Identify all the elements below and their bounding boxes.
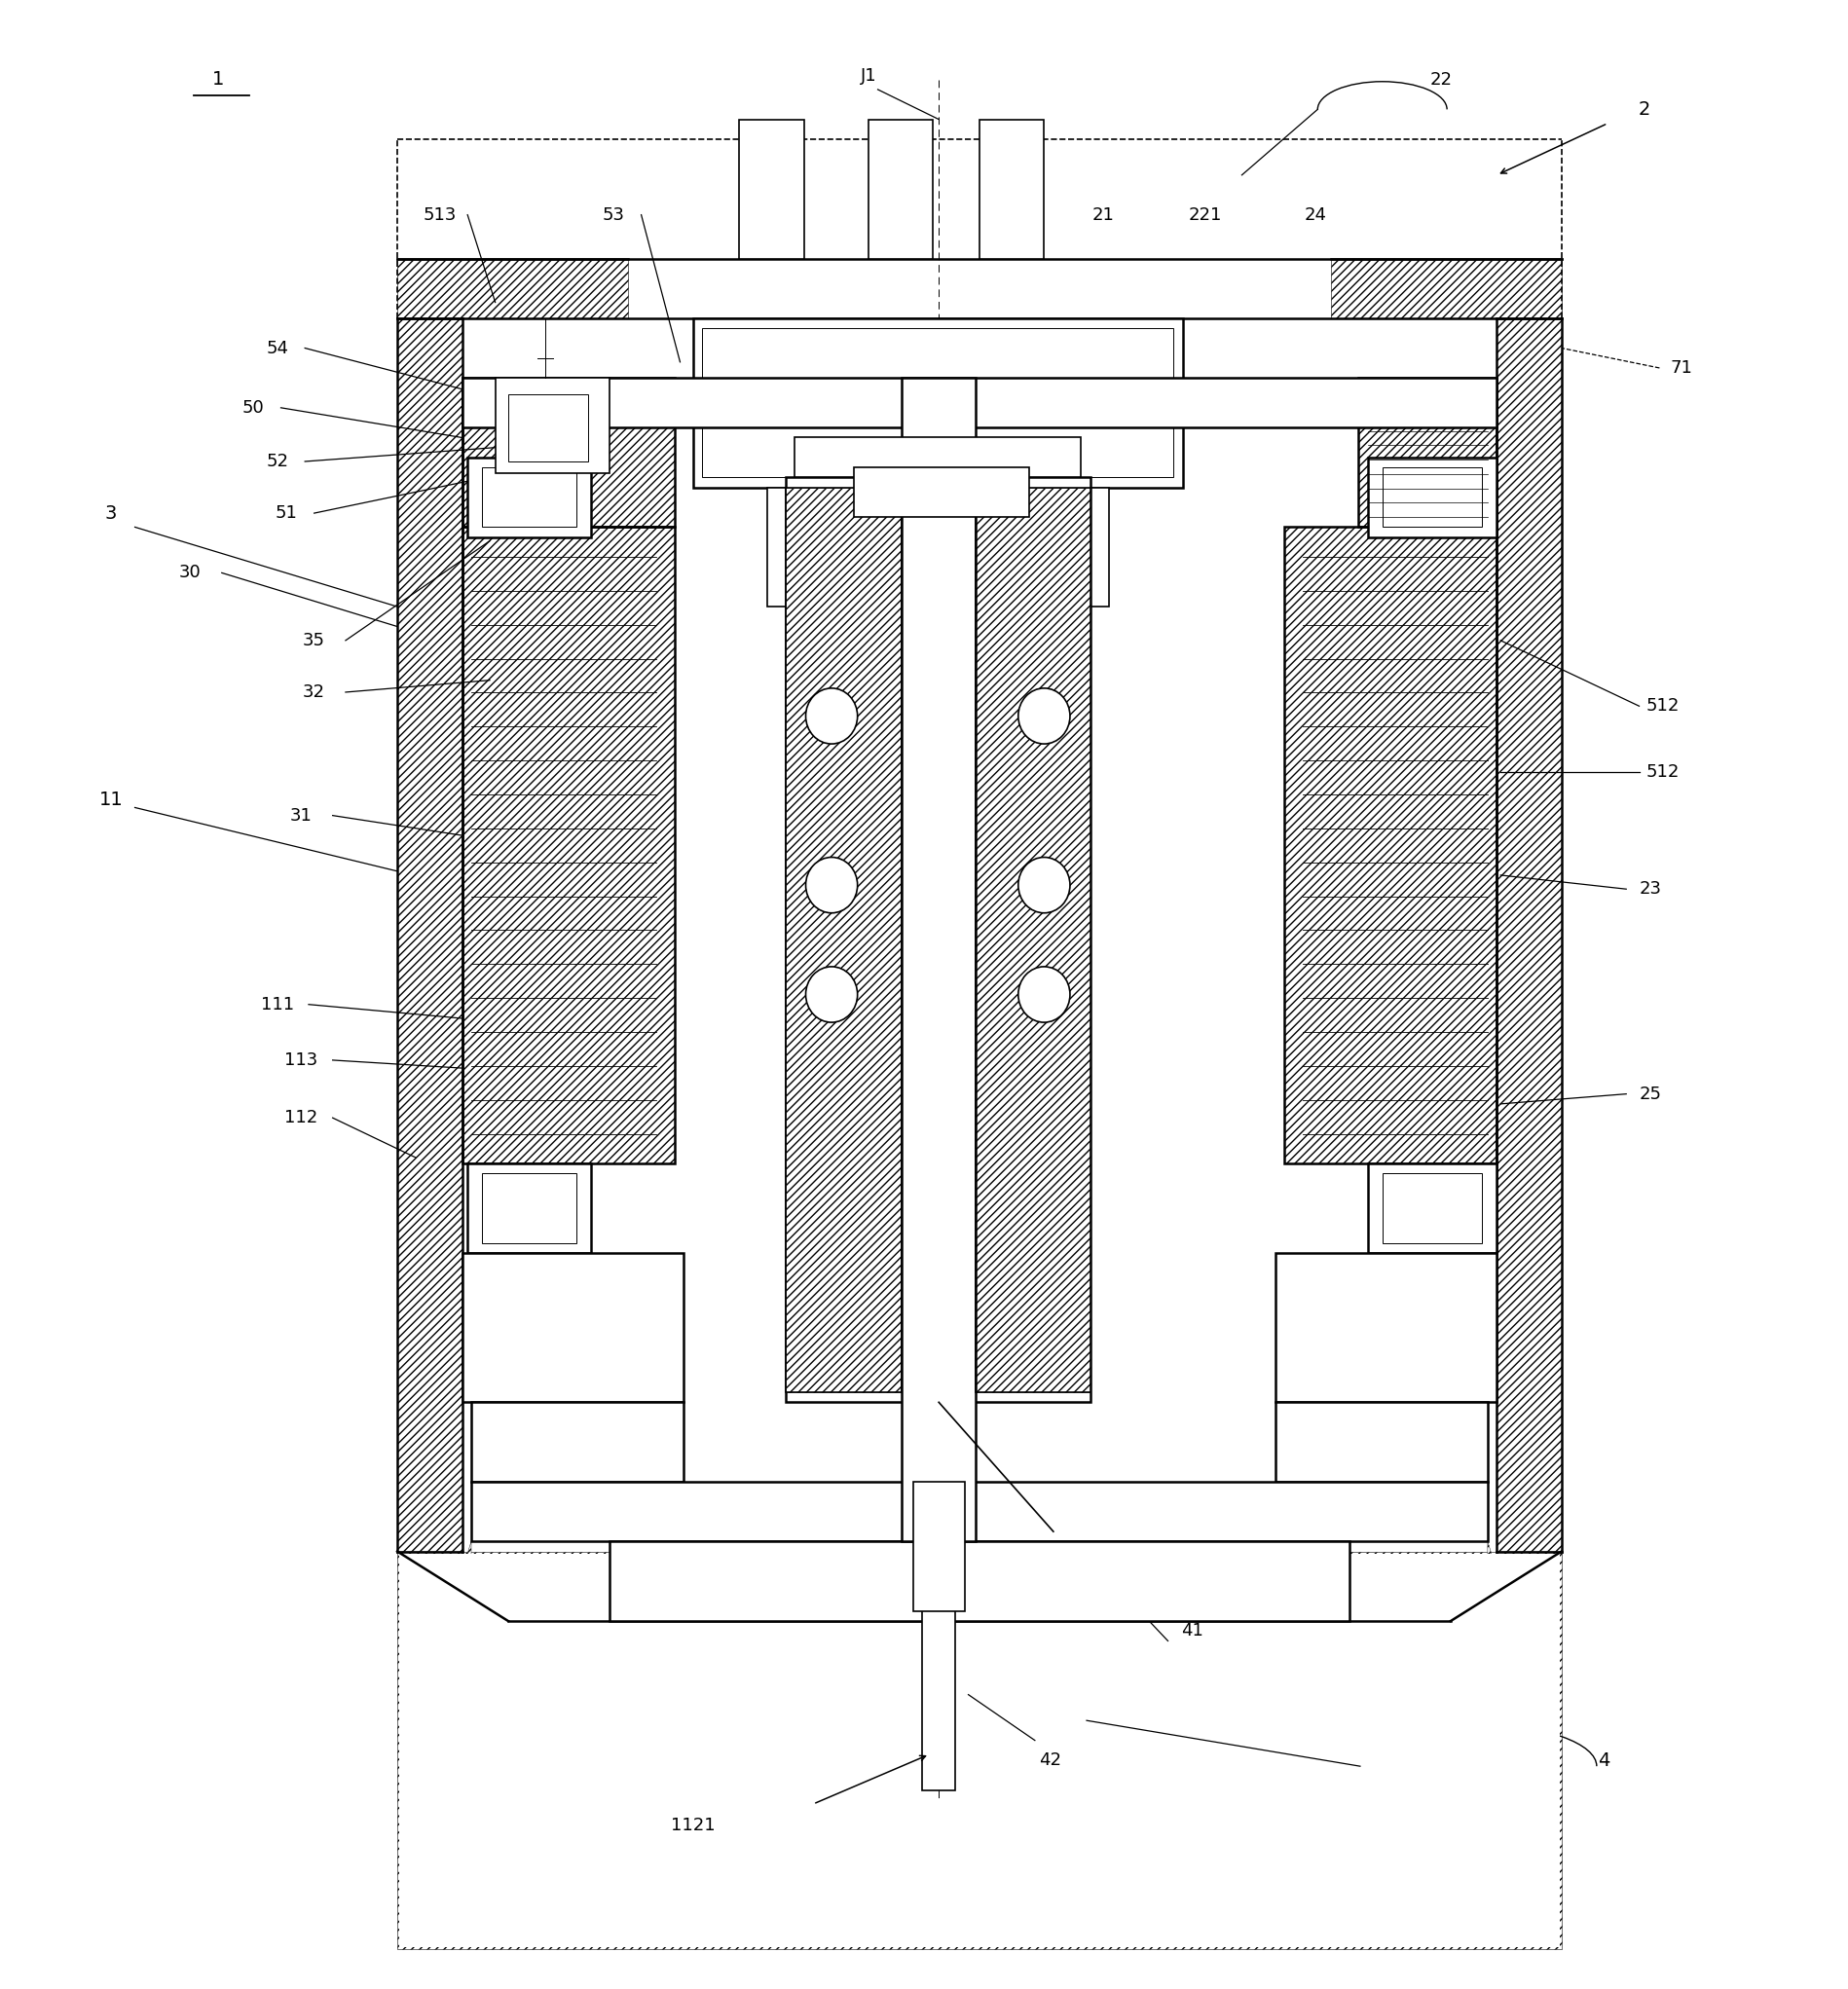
Bar — [976, 487, 1090, 1392]
Bar — [1284, 527, 1497, 1164]
Bar — [462, 527, 675, 1164]
Bar — [1284, 527, 1497, 1164]
Bar — [399, 1553, 1560, 1947]
Bar — [1368, 457, 1497, 537]
Text: 11: 11 — [98, 790, 124, 810]
Bar — [468, 457, 591, 537]
Bar — [869, 119, 933, 259]
Bar — [785, 487, 902, 1392]
Circle shape — [1018, 967, 1070, 1022]
Bar — [397, 318, 462, 1551]
Text: 24: 24 — [1305, 207, 1327, 223]
Bar — [913, 1482, 965, 1611]
Bar — [976, 487, 1090, 1392]
Bar — [979, 119, 1044, 259]
Bar — [767, 487, 1109, 607]
Bar — [462, 527, 675, 1164]
Text: 112: 112 — [285, 1110, 318, 1126]
Text: 51: 51 — [275, 505, 298, 521]
Text: 512: 512 — [1647, 698, 1680, 714]
Bar — [693, 318, 1183, 487]
Bar — [739, 119, 804, 259]
Text: 1: 1 — [213, 70, 224, 90]
Text: 35: 35 — [303, 633, 325, 648]
Text: 42: 42 — [1039, 1752, 1061, 1768]
Bar — [1358, 378, 1497, 527]
Bar — [495, 378, 610, 473]
Circle shape — [806, 688, 857, 744]
Bar — [1331, 259, 1562, 318]
Bar — [462, 1253, 684, 1402]
Text: 513: 513 — [423, 207, 456, 223]
Bar — [1275, 1253, 1497, 1402]
Bar — [1497, 318, 1562, 1551]
Text: 113: 113 — [285, 1052, 318, 1068]
Bar — [397, 259, 628, 318]
Bar — [482, 467, 577, 527]
Text: 21: 21 — [1092, 207, 1114, 223]
Bar — [922, 1512, 955, 1790]
Text: 512: 512 — [1647, 764, 1680, 780]
Text: 53: 53 — [602, 207, 625, 223]
Bar — [471, 1402, 684, 1482]
Bar — [795, 438, 1081, 477]
Text: 71: 71 — [1671, 360, 1693, 376]
Bar — [1358, 378, 1497, 527]
Bar — [468, 1164, 591, 1253]
Bar — [471, 1482, 1488, 1541]
Text: 25: 25 — [1639, 1086, 1661, 1102]
Text: 22: 22 — [1430, 72, 1453, 88]
Text: 3: 3 — [105, 503, 116, 523]
Text: 50: 50 — [242, 400, 264, 416]
Bar — [785, 487, 902, 1392]
Text: 41: 41 — [1181, 1623, 1203, 1639]
Bar — [610, 1541, 1349, 1621]
Bar — [462, 378, 1497, 428]
Text: 32: 32 — [303, 684, 325, 700]
Text: 31: 31 — [290, 808, 312, 823]
Bar — [785, 477, 1090, 1402]
Bar — [1382, 467, 1482, 527]
Text: 52: 52 — [266, 453, 288, 469]
Bar — [462, 378, 675, 527]
Bar — [902, 378, 976, 1541]
Text: 1121: 1121 — [671, 1818, 715, 1834]
Bar — [702, 328, 1173, 477]
Bar — [1275, 1402, 1488, 1482]
Polygon shape — [1451, 1541, 1562, 1621]
Circle shape — [1018, 688, 1070, 744]
Bar — [1368, 1164, 1497, 1253]
Circle shape — [806, 967, 857, 1022]
Text: 54: 54 — [266, 340, 288, 356]
Text: 23: 23 — [1639, 881, 1661, 897]
Text: 30: 30 — [179, 565, 201, 581]
Bar — [1382, 1174, 1482, 1243]
Polygon shape — [397, 1541, 508, 1621]
Text: 4: 4 — [1599, 1750, 1610, 1770]
Bar — [508, 394, 588, 461]
Bar — [482, 1174, 577, 1243]
Circle shape — [806, 857, 857, 913]
Bar — [462, 378, 675, 527]
Text: 111: 111 — [261, 996, 294, 1012]
Bar — [854, 467, 1029, 517]
Text: 221: 221 — [1188, 207, 1222, 223]
Bar — [397, 1551, 1562, 1949]
Circle shape — [1018, 857, 1070, 913]
Text: J1: J1 — [861, 68, 876, 84]
Text: 2: 2 — [1639, 99, 1650, 119]
